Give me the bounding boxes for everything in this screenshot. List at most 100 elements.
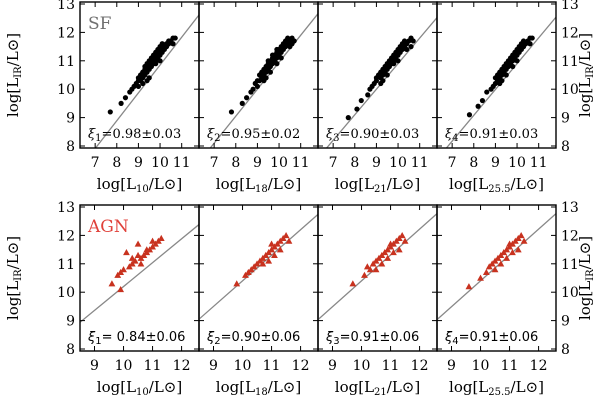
x-tick-label: 10	[234, 358, 252, 374]
x-tick-label: 7	[210, 155, 219, 171]
y-tick-label-right: 12	[561, 228, 579, 244]
y-tick-label-left: 8	[66, 139, 75, 155]
y-tick-label-left: 12	[57, 25, 75, 41]
slope-annotation: ξ3=0.91±0.06	[325, 330, 419, 347]
y-tick-label-right: 13	[561, 0, 579, 13]
y-tick-label-left: 11	[57, 54, 75, 70]
x-tick-label: 11	[411, 155, 429, 171]
data-point	[122, 95, 129, 101]
data-point	[517, 232, 525, 239]
x-tick-label: 8	[112, 155, 121, 171]
data-point	[144, 78, 150, 84]
y-axis-title-left: log[LIR/L⊙]	[4, 236, 24, 320]
data-point	[466, 112, 473, 118]
data-point	[278, 55, 284, 61]
fit-line	[325, 16, 437, 148]
x-tick-label: 10	[472, 358, 490, 374]
x-tick-label: 11	[144, 358, 162, 374]
data-point	[479, 97, 486, 104]
x-tick-label: 10	[115, 358, 133, 374]
data-point	[107, 109, 113, 115]
data-point	[265, 257, 273, 264]
x-axis-title: log[L21/L⊙]	[335, 175, 420, 195]
data-point	[108, 280, 116, 287]
data-point	[140, 80, 146, 87]
panel-sf-3: 7 8 9 10 11 log[L21/L⊙] ξ3=0.90±0.03	[317, 1, 438, 195]
data-point	[143, 246, 151, 253]
x-tick-label: 9	[491, 155, 500, 171]
y-tick-label-right: 9	[561, 111, 570, 127]
slope-annotation: ξ3=0.90±0.03	[326, 127, 419, 144]
x-tick-label: 9	[134, 155, 143, 171]
x-tick-label: 10	[270, 155, 288, 171]
slope-annotation: ξ2=0.90±0.06	[206, 330, 300, 347]
data-point	[349, 280, 357, 287]
y-tick-label-right: 12	[561, 25, 579, 41]
panel-sf-2: 7 8 9 10 11 log[L18/L⊙] ξ2=0.95±0.02	[198, 1, 319, 195]
data-point	[387, 240, 394, 247]
group-label: SF	[88, 14, 112, 34]
data-point	[285, 237, 293, 244]
y-tick-label-left: 13	[57, 0, 75, 13]
panel-frame	[436, 1, 557, 149]
data-point	[390, 249, 397, 256]
fit-line	[80, 223, 199, 324]
y-tick-label-left: 10	[57, 82, 75, 98]
data-point	[263, 75, 269, 81]
data-point	[408, 44, 414, 50]
data-point	[485, 263, 493, 270]
x-tick-label: 9	[253, 155, 262, 171]
data-point	[384, 254, 392, 261]
x-tick-label: 7	[448, 155, 457, 171]
data-point	[268, 240, 275, 247]
x-tick-label: 11	[382, 358, 400, 374]
data-point	[287, 44, 293, 50]
data-point	[149, 237, 156, 244]
x-tick-label: 10	[508, 155, 526, 171]
slope-annotation: ξ4=0.91±0.03	[445, 127, 538, 144]
data-point	[157, 234, 165, 241]
data-point	[395, 246, 403, 253]
data-point	[120, 266, 127, 273]
data-point	[123, 249, 130, 256]
data-point	[380, 78, 386, 84]
data-point	[170, 41, 176, 47]
x-tick-label: 10	[353, 358, 371, 374]
data-point	[250, 263, 258, 270]
slope-annotation: ξ1=0.98±0.03	[88, 127, 181, 144]
fit-line	[199, 213, 318, 321]
fit-line	[94, 13, 199, 148]
y-axis-title-right: log[LIR/L⊙]	[576, 236, 596, 320]
data-point	[395, 58, 401, 64]
x-tick-label: 11	[263, 358, 281, 374]
data-point	[510, 63, 516, 70]
x-tick-label: 12	[173, 358, 191, 374]
x-tick-label: 10	[151, 155, 169, 171]
y-tick-label-left: 9	[66, 111, 75, 127]
data-point	[401, 237, 409, 244]
data-point	[482, 268, 490, 276]
data-point	[267, 69, 273, 75]
fit-line	[445, 16, 556, 148]
x-tick-label: 7	[329, 155, 338, 171]
data-point	[157, 58, 163, 64]
slope-annotation: ξ1= 0.84±0.06	[87, 330, 185, 347]
y-axis-title-right: log[LIR/L⊙]	[576, 33, 596, 117]
data-point	[228, 109, 235, 115]
y-tick-label-left: 9	[66, 314, 75, 330]
group-label: AGN	[87, 217, 129, 237]
y-tick-label-right: 9	[561, 314, 570, 330]
x-tick-label: 11	[292, 155, 310, 171]
data-point	[153, 61, 159, 67]
x-axis-title: log[L25.5/L⊙]	[449, 175, 544, 195]
data-point	[134, 251, 142, 258]
data-point	[527, 41, 533, 47]
data-point	[503, 72, 509, 78]
data-point	[274, 61, 280, 67]
x-axis-title: log[L18/L⊙]	[216, 175, 301, 195]
data-point	[137, 260, 145, 267]
x-axis-title: log[L10/L⊙]	[97, 378, 182, 398]
data-point	[378, 260, 386, 267]
x-tick-label: 12	[292, 358, 310, 374]
